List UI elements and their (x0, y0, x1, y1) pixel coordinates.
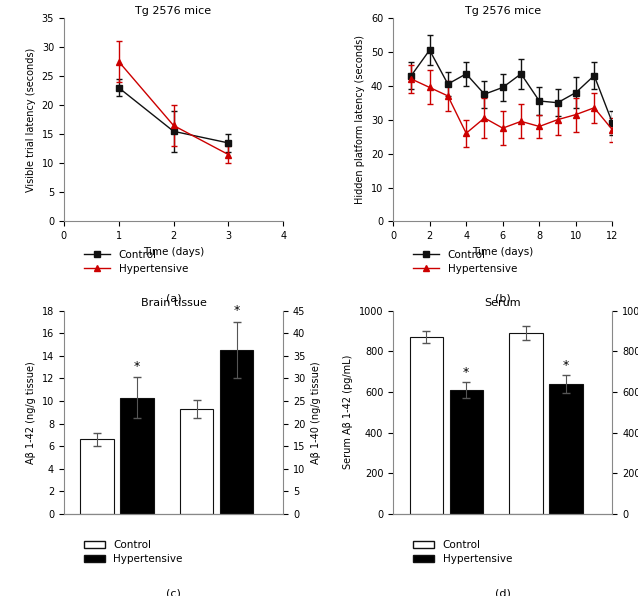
Text: *: * (134, 360, 140, 372)
Legend: Control, Hypertensive: Control, Hypertensive (409, 246, 521, 278)
X-axis label: Time (days): Time (days) (143, 247, 204, 257)
Text: *: * (563, 359, 569, 371)
Y-axis label: Hidden platform latency (seconds): Hidden platform latency (seconds) (355, 35, 366, 204)
Bar (180, 409, 214, 514)
Bar (450, 390, 483, 514)
Text: (d): (d) (495, 588, 510, 596)
Legend: Control, Hypertensive: Control, Hypertensive (80, 246, 192, 278)
Y-axis label: Serum Aβ 1-42 (pg/mL): Serum Aβ 1-42 (pg/mL) (343, 355, 353, 470)
Text: *: * (463, 366, 470, 378)
Title: Brain tissue: Brain tissue (140, 299, 207, 308)
Text: (b): (b) (495, 294, 510, 304)
Y-axis label: Aβ 1-42 (ng/g tissue): Aβ 1-42 (ng/g tissue) (26, 361, 36, 464)
Title: Serum: Serum (484, 299, 521, 308)
Bar (509, 333, 543, 514)
Bar (121, 398, 154, 514)
Y-axis label: Aβ 1-40 (ng/g tissue): Aβ 1-40 (ng/g tissue) (311, 361, 321, 464)
X-axis label: Time (days): Time (days) (472, 247, 533, 257)
Title: Tg 2576 mice: Tg 2576 mice (135, 6, 212, 15)
Text: (a): (a) (166, 294, 181, 304)
Bar (220, 350, 253, 514)
Text: (c): (c) (166, 588, 181, 596)
Y-axis label: Visible trial latency (seconds): Visible trial latency (seconds) (26, 48, 36, 192)
Bar (410, 337, 443, 514)
Bar (80, 439, 114, 514)
Bar (549, 384, 582, 514)
Text: *: * (234, 305, 240, 317)
Legend: Control, Hypertensive: Control, Hypertensive (409, 536, 516, 569)
Legend: Control, Hypertensive: Control, Hypertensive (80, 536, 187, 569)
Title: Tg 2576 mice: Tg 2576 mice (464, 6, 541, 15)
